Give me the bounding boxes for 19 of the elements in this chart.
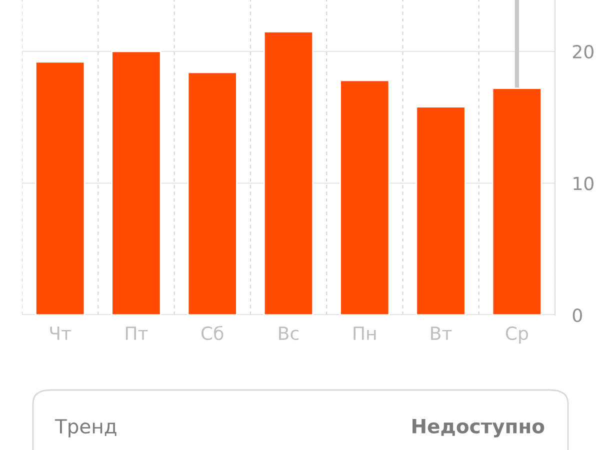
- x-tick-label: Пн: [354, 326, 376, 340]
- x-tick-label: Ср: [506, 326, 528, 344]
- bar: [340, 80, 390, 315]
- x-tick-label: Чт: [50, 326, 71, 340]
- y-tick-label: 20: [572, 44, 594, 59]
- bar: [263, 30, 314, 315]
- text: Недоступно: [412, 419, 544, 438]
- x-tick-label: Пт: [126, 326, 148, 340]
- bar: [111, 50, 162, 315]
- bar: [35, 61, 86, 315]
- y-tick-label: 10: [574, 176, 594, 190]
- x-tick-label: Вт: [431, 326, 452, 340]
- y-tick-label: 0: [572, 308, 582, 322]
- bar: [187, 72, 238, 315]
- text: Тренд: [54, 419, 116, 438]
- bar: [416, 106, 466, 315]
- bar: [492, 88, 542, 315]
- x-tick-label: Сб: [202, 326, 224, 340]
- x-tick-label: Вс: [279, 326, 299, 340]
